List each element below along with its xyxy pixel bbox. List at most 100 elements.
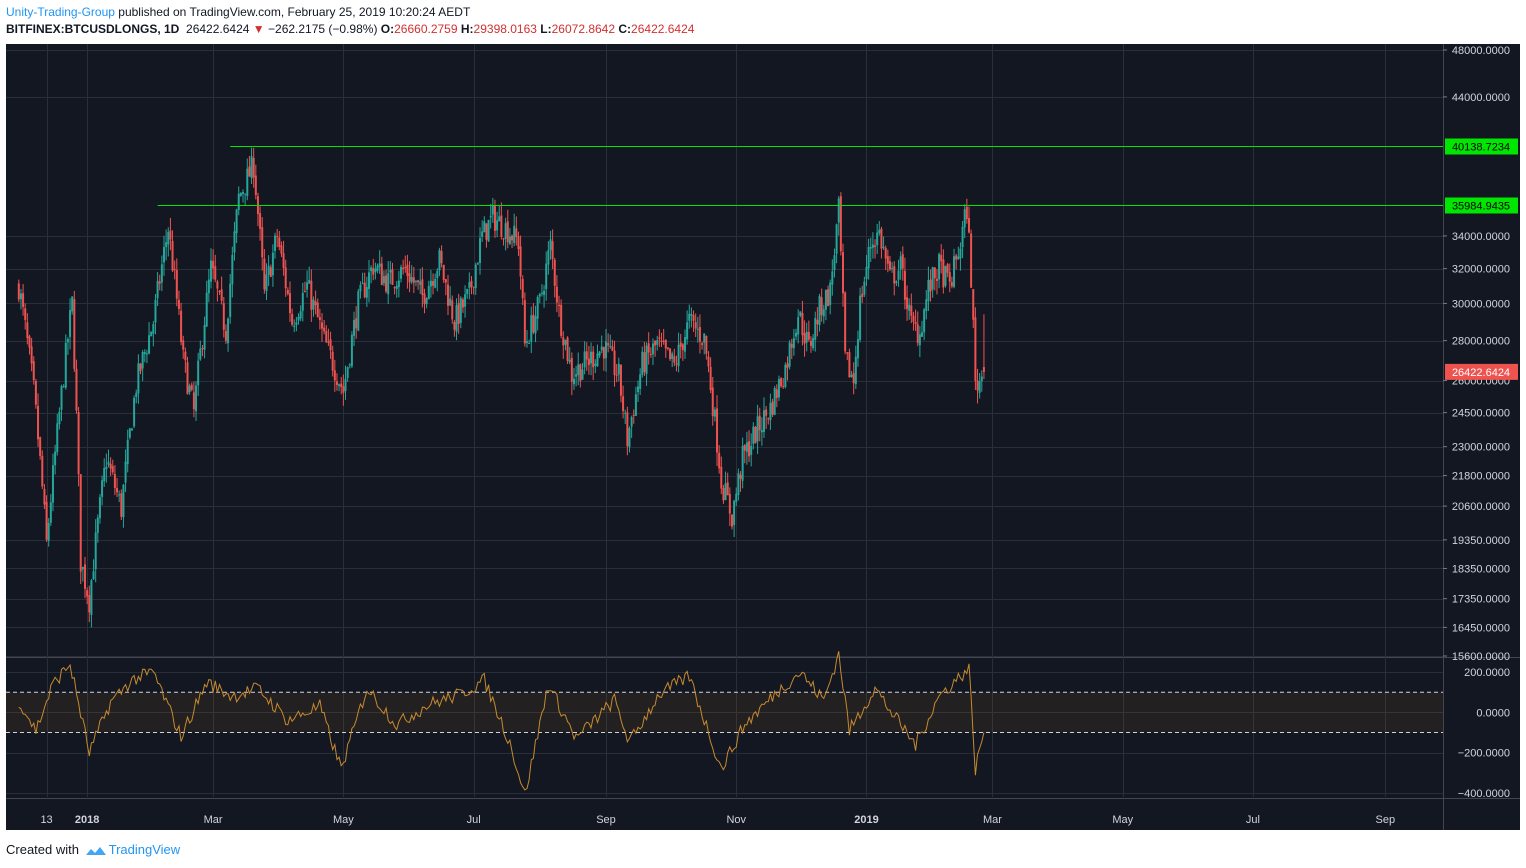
level-price-label: 40138.7234 [1452,142,1510,154]
candle-body [662,340,665,342]
candle [884,245,887,271]
candle [965,198,968,224]
candle-body [748,441,751,457]
candle-body [451,300,454,320]
candle-body [423,293,426,304]
candle [568,347,571,365]
candle [103,458,106,487]
candle [564,339,567,351]
price-chart[interactable]: 48000.0000 44000.0000 34000.0000 32000.0000… [0,40,1526,832]
candle-body [190,384,193,390]
candle [888,255,891,271]
candle-body [105,466,108,470]
candle [363,272,366,299]
level-price-label-bg [1445,197,1518,214]
candle-body [713,409,716,417]
candle-body [464,294,467,307]
candle-body [656,340,659,345]
candle-body [743,445,746,451]
candle [51,453,54,512]
price-tick-label: 20600.0000 [1452,501,1510,513]
candle [186,356,189,395]
candle [205,280,208,328]
candle-body [575,374,578,377]
candle [600,335,603,354]
candle-body [278,237,281,247]
price-tick-label: 30000.0000 [1452,298,1510,310]
candle [414,280,417,287]
candle-body [271,252,274,276]
candle [829,279,832,315]
candle [743,444,746,464]
candle [709,357,712,394]
candle [769,393,772,430]
candle-body [666,347,669,349]
candle-body [720,466,723,489]
candle [500,202,503,240]
candle-body [303,290,306,292]
candle [303,281,306,293]
candle [45,495,48,542]
candle [295,316,298,332]
candle [698,314,701,354]
candle [799,311,802,318]
candle [637,380,640,402]
candle-body [235,209,238,234]
candle [173,260,176,280]
candle-body [308,279,311,284]
candle-body [487,219,490,242]
candle-body [333,370,336,381]
candle-body [500,215,503,237]
candle [844,291,847,355]
candle-body [624,412,627,414]
osc-tick-label: 200.0000 [1464,667,1510,679]
candle [963,204,966,239]
candle-body [158,281,161,284]
candle-body [402,267,405,270]
publish-line: Unity-Trading-Group published on Trading… [6,4,1516,21]
candle [483,216,486,233]
candle [784,362,787,389]
author-link[interactable]: Unity-Trading-Group [6,5,115,19]
candle-body [130,428,133,431]
candle [658,329,661,347]
candle-body [19,293,22,300]
candle-body [927,279,930,302]
candle [41,450,44,490]
candle [224,324,227,344]
candle [312,296,315,317]
price-tick-label: 19350.0000 [1452,535,1510,547]
candle-body [632,414,635,416]
candle [570,352,573,396]
candle [350,331,353,369]
candle [861,285,864,304]
candle-body [592,351,595,368]
candle [156,272,159,307]
candle-body [899,256,902,270]
candle-body [876,232,879,246]
candle-body [771,401,774,415]
candle [470,275,473,295]
candle-body [583,351,586,368]
candle [722,484,725,504]
candle [321,313,324,342]
candle-body [871,244,874,248]
candle [387,261,390,304]
candle-body [549,239,552,251]
candle-body [895,281,898,284]
candle [434,273,437,289]
candle-body [594,363,597,366]
candle-body [372,268,375,275]
candle [472,286,475,295]
candle [423,288,426,314]
candle [607,333,610,353]
candle-body [831,271,834,285]
candle [754,425,757,444]
candle [835,223,838,264]
candle [773,385,776,416]
candle [169,217,172,251]
candle-body [459,298,462,323]
candle-body [654,340,657,346]
tradingview-brand[interactable]: TradingView [108,842,181,857]
candle [107,449,110,468]
